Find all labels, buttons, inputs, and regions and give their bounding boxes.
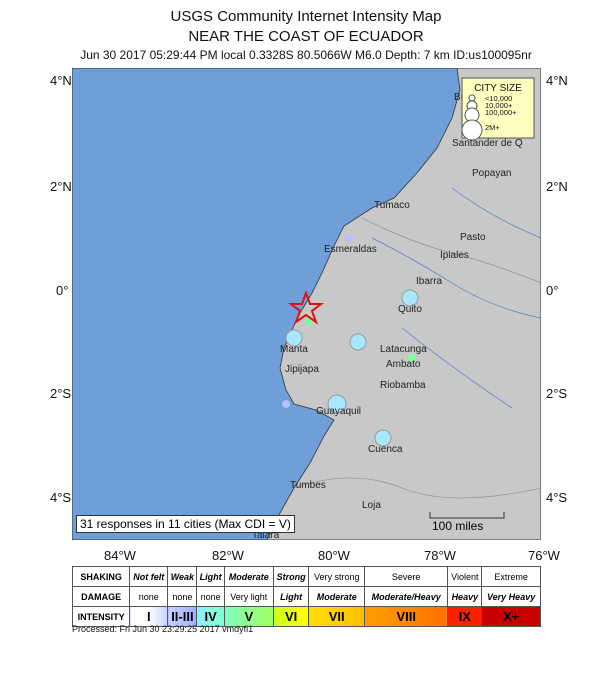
svg-text:Guayaquil: Guayaquil <box>316 406 361 417</box>
response-circle[interactable] <box>345 234 353 242</box>
svg-text:Tumaco: Tumaco <box>374 200 410 211</box>
lat-label: 0° <box>56 283 69 298</box>
shaking-cell: Light <box>196 566 225 587</box>
map[interactable]: Bu Santander de Q Popayan Tumaco Pasto E… <box>72 68 541 540</box>
lat-label: 4°N <box>546 73 568 88</box>
damage-cell: Very light <box>223 586 274 607</box>
lat-label: 2°S <box>50 386 72 401</box>
intensity-cell: V <box>223 606 274 627</box>
response-circle[interactable] <box>285 329 303 347</box>
svg-text:2M+: 2M+ <box>485 123 500 132</box>
response-circle[interactable] <box>327 394 347 414</box>
lat-label: 2°S <box>546 386 568 401</box>
lat-label: 2°N <box>50 179 72 194</box>
intensity-cell: VI <box>272 606 310 627</box>
damage-cell: Heavy <box>447 586 483 607</box>
response-circle[interactable] <box>408 354 416 362</box>
damage-cell: Light <box>272 586 310 607</box>
lat-label: 0° <box>546 283 559 298</box>
shaking-cell: Strong <box>272 566 310 587</box>
lon-label: 84°W <box>104 548 136 563</box>
svg-text:Popayan: Popayan <box>472 168 511 179</box>
shaking-cell: Very strong <box>308 566 365 587</box>
response-circle[interactable] <box>374 429 392 447</box>
svg-text:Jipijapa: Jipijapa <box>285 364 319 375</box>
borders <box>293 217 541 499</box>
svg-text:Latacunga: Latacunga <box>380 344 427 355</box>
damage-cell: Very Heavy <box>481 586 541 607</box>
svg-text:Bu: Bu <box>454 92 466 103</box>
lat-label: 4°S <box>50 490 72 505</box>
shaking-cell: Moderate <box>223 566 274 587</box>
svg-text:Quito: Quito <box>398 304 422 315</box>
map-title: USGS Community Internet Intensity Map <box>170 8 442 25</box>
damage-cell: Moderate/Heavy <box>363 586 449 607</box>
intensity-cell: VII <box>308 606 365 627</box>
response-circle[interactable] <box>282 400 290 408</box>
city-size-legend: CITY SIZE <10,000 10,000+ 100,000+ 2M+ <box>461 77 535 141</box>
svg-text:Ibarra: Ibarra <box>416 276 443 287</box>
svg-text:100,000+: 100,000+ <box>485 108 517 117</box>
svg-text:Loja: Loja <box>362 500 381 511</box>
shaking-cell: Weak <box>167 566 198 587</box>
shaking-cell: Not felt <box>129 566 169 587</box>
svg-text:Riobamba: Riobamba <box>380 380 426 391</box>
shaking-cell: Violent <box>447 566 483 587</box>
svg-text:Esmeraldas: Esmeraldas <box>324 244 377 255</box>
intensity-header: INTENSITY <box>71 606 131 627</box>
svg-text:Santander de Q: Santander de Q <box>452 138 523 149</box>
intensity-cell: I <box>129 606 169 627</box>
rivers <box>371 187 541 409</box>
svg-text:Pasto: Pasto <box>460 232 486 243</box>
epicenter-star-icon <box>288 290 324 325</box>
lon-label: 80°W <box>318 548 350 563</box>
responses-note: 31 responses in 11 cities (Max CDI = V) <box>76 515 295 533</box>
city-labels: Bu Santander de Q Popayan Tumaco Pasto E… <box>252 92 523 540</box>
lat-label: 4°N <box>50 73 72 88</box>
svg-text:10,000+: 10,000+ <box>485 101 513 110</box>
svg-text:Tumbes: Tumbes <box>290 480 326 491</box>
svg-text:Ipiales: Ipiales <box>440 250 469 261</box>
lon-label: 76°W <box>528 548 560 563</box>
damage-cell: none <box>196 586 225 607</box>
lat-label: 4°S <box>546 490 568 505</box>
event-info: Jun 30 2017 05:29:44 PM local 0.3328S 80… <box>80 48 532 62</box>
lon-label: 78°W <box>424 548 456 563</box>
intensity-row: INTENSITY I II-III IV V VI VII VIII IX X… <box>71 606 541 627</box>
svg-text:Cuenca: Cuenca <box>368 444 403 455</box>
processed-note: Processed: Fri Jun 30 23:29:25 2017 vmdy… <box>72 624 254 634</box>
response-circle[interactable] <box>401 289 419 307</box>
scale-bar-label: 100 miles <box>432 519 484 533</box>
lat-label: 2°N <box>546 179 568 194</box>
svg-text:CITY SIZE: CITY SIZE <box>474 83 522 94</box>
intensity-cell: IX <box>447 606 483 627</box>
shaking-row: SHAKING Not felt Weak Light Moderate Str… <box>71 566 541 587</box>
svg-text:<10,000: <10,000 <box>485 94 512 103</box>
intensity-cell: X+ <box>481 606 541 627</box>
response-circles <box>282 234 419 447</box>
shaking-cell: Severe <box>363 566 449 587</box>
scale-bar <box>429 512 505 519</box>
svg-text:Manta: Manta <box>280 344 308 355</box>
damage-row: DAMAGE none none none Very light Light M… <box>71 586 541 607</box>
intensity-cell: VIII <box>363 606 449 627</box>
lon-label: 82°W <box>212 548 244 563</box>
svg-text:Talara: Talara <box>252 530 280 540</box>
damage-cell: none <box>129 586 169 607</box>
response-circle[interactable] <box>349 333 367 351</box>
shaking-cell: Extreme <box>481 566 541 587</box>
intensity-legend-table: SHAKING Not felt Weak Light Moderate Str… <box>71 566 541 627</box>
intensity-cell: IV <box>196 606 225 627</box>
shaking-header: SHAKING <box>71 566 131 587</box>
svg-text:Ambato: Ambato <box>386 359 421 370</box>
map-subtitle: NEAR THE COAST OF ECUADOR <box>188 28 424 45</box>
damage-cell: none <box>167 586 198 607</box>
damage-header: DAMAGE <box>71 586 131 607</box>
intensity-cell: II-III <box>167 606 198 627</box>
damage-cell: Moderate <box>308 586 365 607</box>
